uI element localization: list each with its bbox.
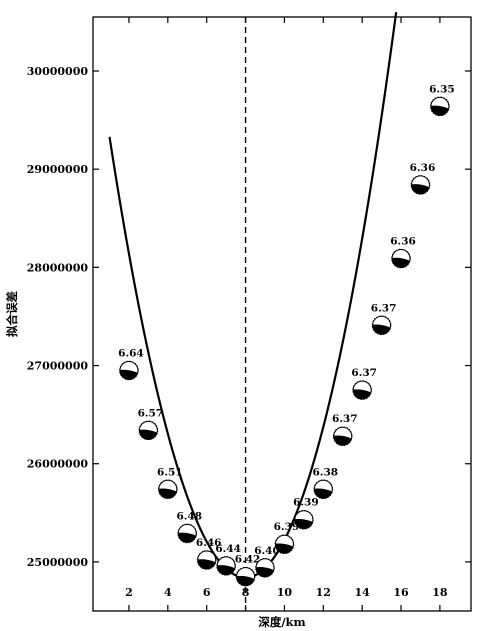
plot-frame: [92, 16, 472, 612]
beachball-outline: [391, 248, 411, 269]
beachball-outline: [352, 380, 372, 400]
beachball-shaded-lune: [314, 488, 333, 499]
beachball-outline: [255, 557, 275, 578]
magnitude-label: 6.39: [274, 521, 300, 533]
focal-mechanism-marker: 6.39: [293, 497, 319, 530]
y-axis-label: 拟合误差: [5, 291, 19, 337]
magnitude-label: 6.36: [410, 162, 436, 174]
y-tick-label: 27000000: [27, 360, 89, 373]
magnitude-label: 6.38: [313, 466, 339, 478]
x-tick-label: 14: [355, 586, 371, 599]
beachball-outline: [216, 556, 236, 576]
magnitude-label: 6.42: [235, 554, 261, 566]
beachball-outline: [119, 360, 139, 381]
beachball-outline: [158, 479, 178, 500]
beachball-shaded-lune: [333, 435, 352, 446]
beachball-shaded-lune: [372, 324, 391, 335]
beachball-shaded-lune: [275, 543, 294, 554]
beachball-outline: [313, 479, 334, 500]
x-axis-ticks: 2 4 6 8 10 12 14 16 18: [125, 17, 448, 611]
beachball-shaded-lune: [411, 184, 430, 194]
magnitude-label: 6.35: [429, 83, 455, 95]
beachball-shaded-lune: [197, 559, 216, 569]
y-tick-label: 26000000: [27, 458, 89, 471]
y-tick-label: 28000000: [27, 261, 89, 274]
focal-mechanism-marker: 6.37: [371, 302, 397, 336]
beachball-shaded-lune: [353, 389, 371, 400]
x-tick-label: 16: [393, 586, 409, 599]
magnitude-label: 6.64: [118, 347, 144, 359]
focal-mechanism-marker: 6.37: [332, 413, 358, 447]
beachball-outline: [138, 420, 159, 441]
focal-mechanism-marker: 6.44: [215, 543, 241, 576]
y-tick-label: 30000000: [27, 65, 89, 78]
beachball-outline: [294, 509, 314, 530]
beachball-shaded-lune: [217, 565, 235, 575]
beachball-outline: [274, 534, 295, 555]
beachball-shaded-lune: [139, 429, 158, 440]
magnitude-label: 6.36: [390, 236, 416, 248]
focal-mechanism-marker: 6.38: [313, 466, 339, 500]
focal-mechanism-marker: 6.51: [157, 466, 183, 500]
focal-mechanism-marker: 6.57: [138, 407, 164, 441]
beachball-shaded-lune: [294, 518, 313, 529]
focal-mechanism-marker: 6.36: [390, 236, 416, 269]
x-tick-label: 6: [203, 586, 211, 599]
focal-mechanism-marker: 6.40: [254, 545, 280, 578]
x-axis-label: 深度/km: [258, 615, 305, 629]
beachball-shaded-lune: [430, 105, 449, 116]
x-tick-label: 4: [164, 586, 172, 599]
focal-mechanism-marker: 6.48: [176, 510, 202, 544]
beachball-outline: [235, 566, 256, 587]
magnitude-label: 6.51: [157, 466, 183, 478]
x-tick-label: 2: [125, 586, 133, 599]
magnitude-label: 6.39: [293, 497, 319, 509]
beachball-outline: [371, 315, 392, 336]
beachball-outline: [332, 426, 353, 447]
focal-mechanism-marker: 6.35: [429, 83, 455, 117]
beachball-shaded-lune: [158, 488, 177, 499]
magnitude-label: 6.40: [254, 545, 280, 557]
focal-mechanism-marker: 6.42: [235, 554, 261, 587]
magnitude-label: 6.37: [371, 302, 397, 314]
magnitude-label: 6.37: [351, 367, 377, 379]
beachball-outline: [410, 175, 431, 195]
magnitude-label: 6.48: [176, 510, 202, 522]
y-tick-label: 25000000: [27, 556, 89, 569]
y-axis-ticks: 25000000 26000000 27000000 28000000 29000000…: [27, 65, 471, 569]
focal-mechanism-marker: 6.39: [274, 521, 300, 555]
focal-mechanism-marker: 6.64: [118, 347, 144, 381]
fit-curve: [108, 11, 398, 579]
magnitude-label: 6.37: [332, 413, 358, 425]
x-tick-label: 12: [316, 586, 331, 599]
focal-mechanism-marker: 6.36: [410, 162, 436, 195]
beachball-outline: [177, 523, 198, 544]
beachball-shaded-lune: [178, 532, 196, 543]
focal-mechanism-marker: 6.37: [351, 367, 377, 400]
y-tick-label: 29000000: [27, 163, 89, 176]
beachball-shaded-lune: [236, 575, 255, 586]
beachball-shaded-lune: [392, 257, 410, 268]
beachball-shaded-lune: [255, 567, 274, 577]
magnitude-label: 6.46: [196, 537, 222, 549]
focal-mechanism-points: 6.64 6.57 6.51 6.48 6.466.446.426.40 6.39 6.39…: [118, 83, 455, 587]
beachball-outline: [430, 96, 450, 117]
magnitude-label: 6.57: [138, 407, 164, 419]
beachball-shaded-lune: [119, 369, 138, 380]
magnitude-label: 6.44: [215, 543, 241, 555]
focal-mechanism-marker: 6.46: [196, 537, 222, 570]
beachball-outline: [196, 550, 217, 570]
x-tick-label: 18: [432, 586, 448, 599]
x-tick-label: 8: [242, 586, 250, 599]
x-tick-label: 10: [277, 586, 293, 599]
